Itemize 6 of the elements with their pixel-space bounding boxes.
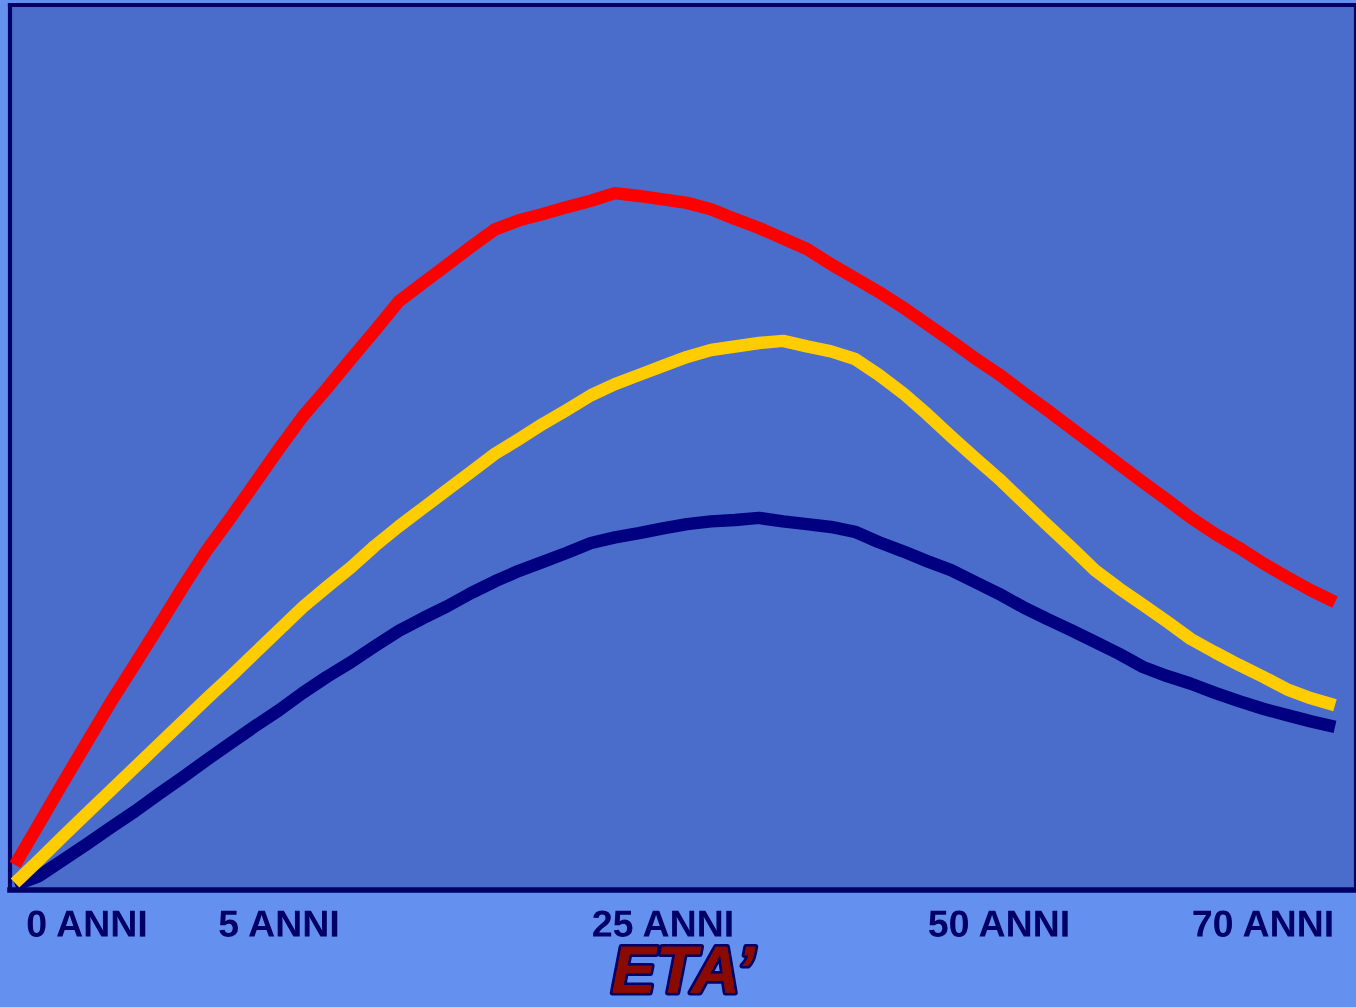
x-tick-label: 25 ANNI xyxy=(593,910,732,937)
x-tick-label: 70 ANNI xyxy=(1193,910,1332,937)
x-tick-label: 0 ANNI xyxy=(27,910,146,937)
x-tick-label: 5 ANNI xyxy=(219,910,338,937)
x-axis-title: ETA’ xyxy=(612,946,756,993)
x-tick-label: 50 ANNI xyxy=(928,910,1068,937)
